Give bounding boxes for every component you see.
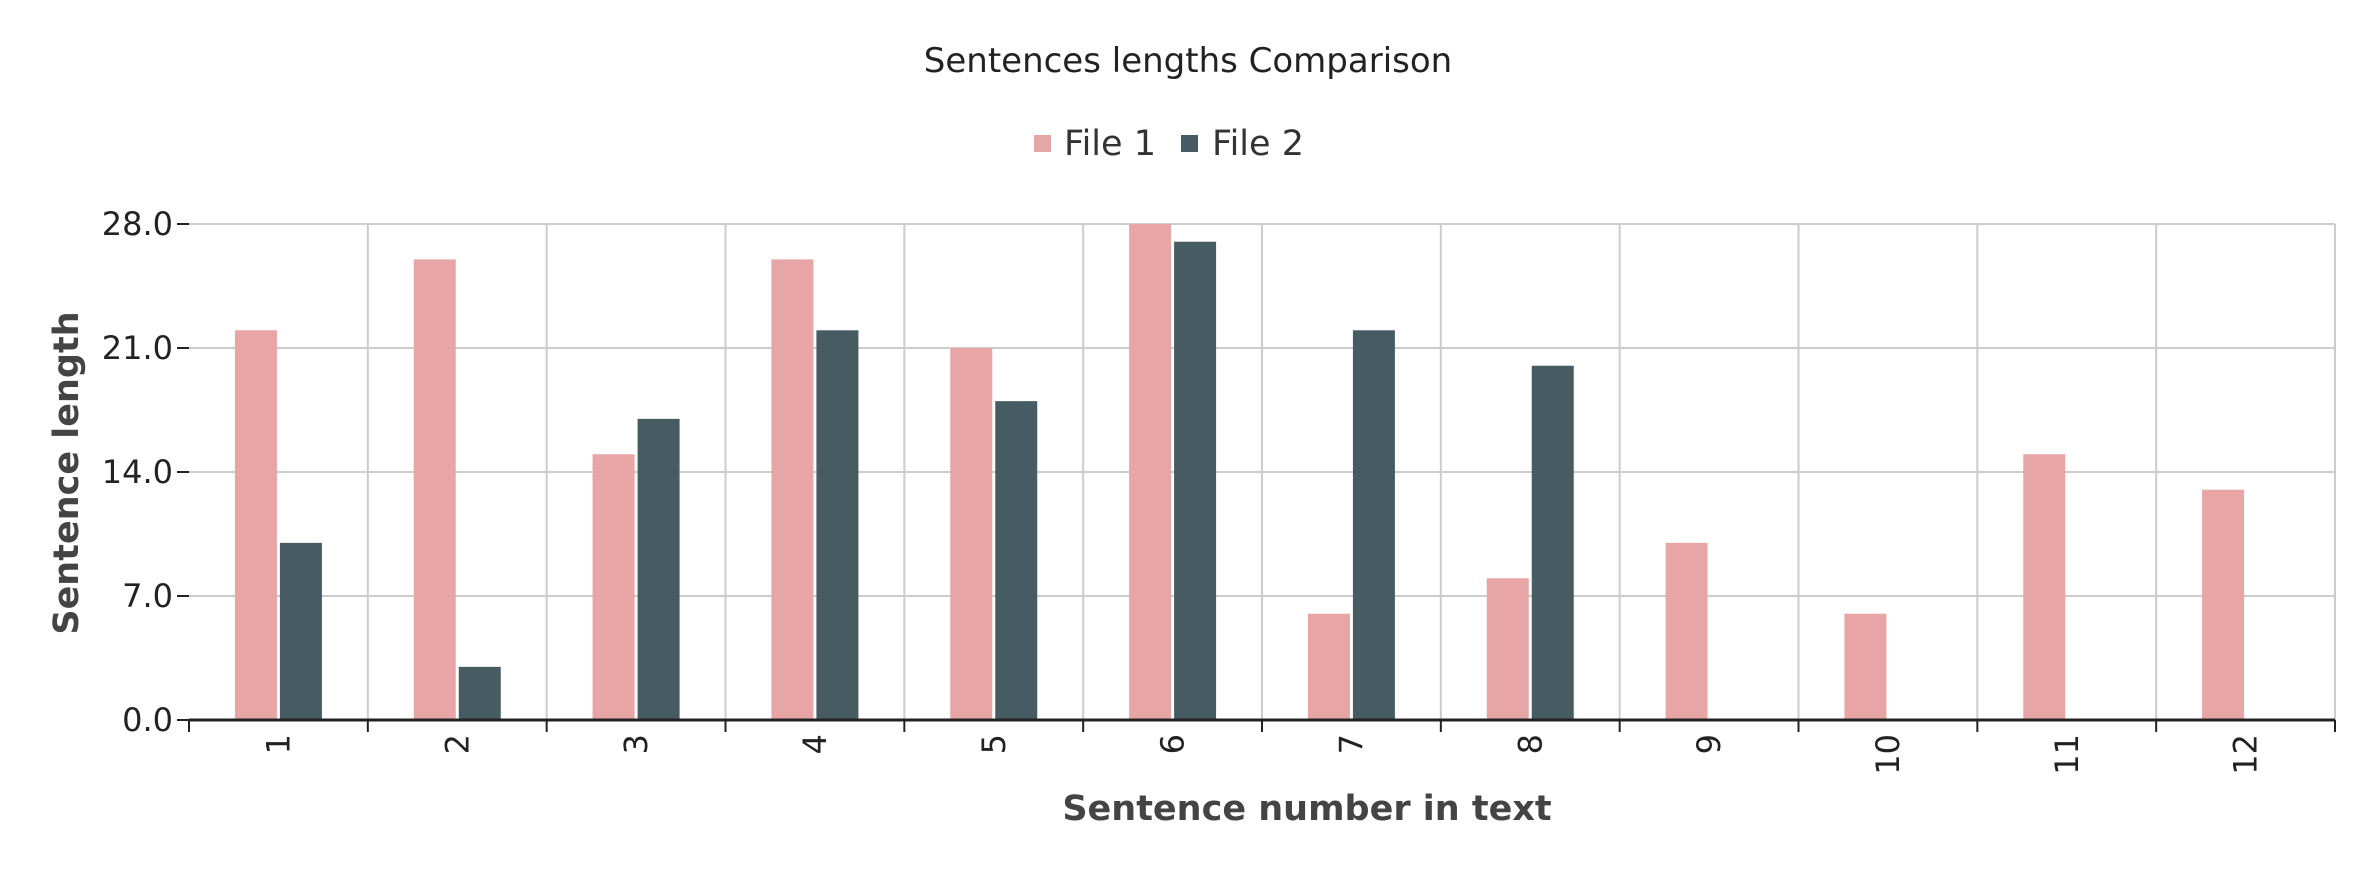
legend-swatch-file-2	[1181, 135, 1198, 152]
bar-file-1-sentence-11	[2023, 454, 2066, 720]
bar-file-2-sentence-1	[279, 542, 322, 720]
legend: File 1 File 2	[1034, 124, 1304, 164]
x-tick-label: 8	[1511, 734, 1549, 754]
bar-file-1-sentence-12	[2202, 489, 2245, 720]
x-tick-label: 4	[796, 734, 834, 754]
bar-file-1-sentence-5	[950, 348, 993, 720]
x-tick-label: 10	[1869, 734, 1907, 775]
x-tick-label: 11	[2048, 734, 2086, 775]
y-tick-label: 7.0	[122, 577, 173, 615]
grid	[189, 223, 2336, 720]
bar-file-1-sentence-1	[234, 330, 277, 720]
bar-file-2-sentence-3	[637, 418, 680, 720]
bar-file-1-sentence-8	[1486, 578, 1529, 720]
legend-swatch-file-1	[1034, 135, 1051, 152]
y-tick-label: 14.0	[102, 453, 173, 491]
x-axis-ticks: 1 2 3 4 5 6 7 8 9 10 11 12	[188, 720, 2336, 775]
x-tick-label: 2	[438, 734, 476, 754]
x-tick-label: 1	[259, 734, 297, 754]
y-tick-label: 21.0	[102, 329, 173, 367]
bar-file-1-sentence-9	[1665, 542, 1708, 720]
bar-file-2-sentence-8	[1531, 365, 1574, 720]
bar-file-1-sentence-2	[413, 259, 456, 720]
x-tick-label: 3	[617, 734, 655, 754]
x-tick-label: 5	[975, 734, 1013, 754]
legend-label-file-1: File 1	[1064, 124, 1156, 164]
y-axis-ticks: 0.0 7.0 14.0 21.0 28.0	[102, 205, 189, 739]
legend-label-file-2: File 2	[1212, 124, 1304, 164]
bar-file-1-sentence-10	[1844, 613, 1887, 720]
bar-file-2-sentence-4	[816, 330, 859, 720]
bar-file-2-sentence-2	[458, 666, 501, 720]
bar-file-1-sentence-7	[1307, 613, 1350, 720]
bars	[234, 224, 2245, 720]
chart-title: Sentences lengths Comparison	[924, 41, 1452, 81]
bar-file-1-sentence-4	[771, 259, 814, 720]
bar-file-1-sentence-6	[1129, 224, 1172, 720]
x-tick-label: 7	[1332, 734, 1370, 754]
y-tick-label: 28.0	[102, 205, 173, 243]
x-tick-label: 9	[1690, 734, 1728, 754]
x-tick-label: 6	[1154, 734, 1192, 754]
y-tick-label: 0.0	[122, 701, 173, 739]
x-tick-label: 12	[2227, 734, 2265, 775]
x-axis-title: Sentence number in text	[1062, 789, 1551, 829]
y-axis-title: Sentence length	[47, 311, 87, 634]
bar-file-2-sentence-5	[995, 401, 1038, 720]
bar-file-2-sentence-7	[1352, 330, 1395, 720]
bar-file-1-sentence-3	[592, 454, 635, 720]
bar-file-2-sentence-6	[1174, 241, 1217, 720]
